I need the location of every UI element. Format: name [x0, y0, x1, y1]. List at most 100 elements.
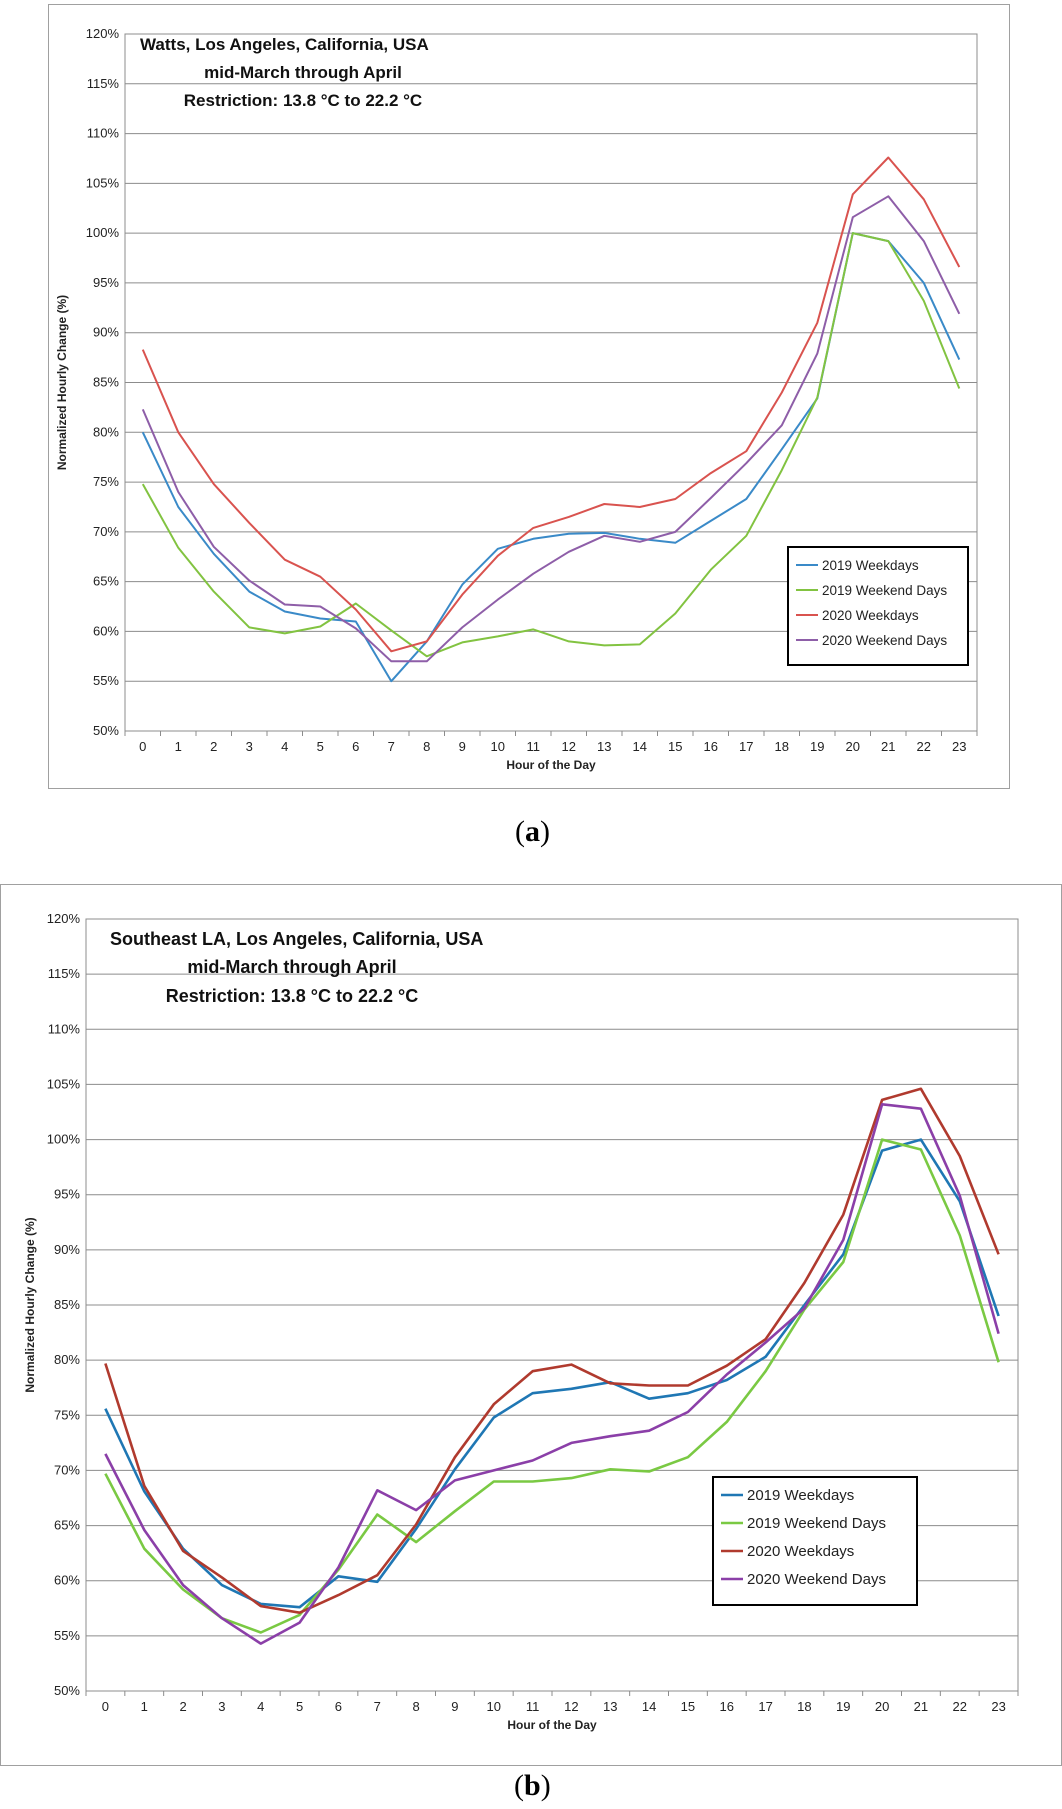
- y-tick-label: 75%: [93, 474, 119, 489]
- x-tick-label: 13: [603, 1699, 617, 1714]
- y-tick-label: 80%: [93, 424, 119, 439]
- annotation-line: Watts, Los Angeles, California, USA: [140, 35, 429, 54]
- annotation-line: Restriction: 13.8 °C to 22.2 °C: [166, 986, 418, 1006]
- y-tick-label: 115%: [48, 966, 81, 981]
- x-tick-label: 0: [139, 739, 146, 754]
- x-tick-label: 13: [597, 739, 611, 754]
- x-tick-label: 14: [633, 739, 647, 754]
- x-tick-label: 16: [704, 739, 718, 754]
- x-axis-label: Hour of the Day: [506, 758, 596, 772]
- x-tick-label: 22: [917, 739, 931, 754]
- x-tick-label: 18: [797, 1699, 811, 1714]
- x-tick-label: 19: [836, 1699, 850, 1714]
- x-tick-label: 17: [758, 1699, 772, 1714]
- panel-label-a: (a): [515, 815, 550, 848]
- series-line-2020-weekdays: [104, 1087, 1000, 1614]
- x-tick-label: 2: [179, 1699, 186, 1714]
- legend-entry: 2020 Weekdays: [747, 1543, 854, 1560]
- series-line-2020-weekdays: [141, 156, 961, 653]
- x-tick-label: 23: [991, 1699, 1005, 1714]
- legend-entry: 2020 Weekend Days: [747, 1571, 886, 1588]
- y-tick-label: 120%: [47, 911, 81, 926]
- x-tick-label: 5: [296, 1699, 303, 1714]
- x-tick-label: 10: [487, 1699, 501, 1714]
- y-tick-label: 105%: [86, 175, 120, 190]
- x-tick-label: 20: [875, 1699, 889, 1714]
- x-tick-label: 17: [739, 739, 753, 754]
- y-tick-label: 110%: [87, 126, 120, 141]
- x-tick-label: 7: [374, 1699, 381, 1714]
- y-tick-label: 70%: [54, 1462, 80, 1477]
- annotation-line: Restriction: 13.8 °C to 22.2 °C: [184, 91, 422, 110]
- annotation-line: Southeast LA, Los Angeles, California, U…: [110, 929, 483, 949]
- y-tick-label: 90%: [54, 1242, 80, 1257]
- legend-box: [712, 1476, 918, 1606]
- legend: 2019 Weekdays 2019 Weekend Days 2020 Weekd…: [787, 546, 969, 666]
- chart-a: 50%55%60%65%70%75%80%85%90%95%100%105%11…: [48, 4, 1010, 789]
- y-tick-label: 110%: [48, 1021, 81, 1036]
- x-tick-label: 22: [953, 1699, 967, 1714]
- y-tick-label: 105%: [47, 1076, 81, 1091]
- x-tick-label: 1: [141, 1699, 148, 1714]
- x-tick-label: 21: [914, 1699, 928, 1714]
- y-tick-label: 95%: [93, 275, 119, 290]
- y-axis-label: Normalized Hourly Change (%): [55, 295, 69, 470]
- x-tick-label: 23: [952, 739, 966, 754]
- x-tick-label: 20: [846, 739, 860, 754]
- y-tick-label: 115%: [87, 76, 120, 91]
- x-tick-label: 9: [451, 1699, 458, 1714]
- y-tick-label: 95%: [54, 1187, 80, 1202]
- x-tick-label: 19: [810, 739, 824, 754]
- x-tick-label: 11: [526, 1699, 540, 1714]
- y-tick-label: 85%: [93, 375, 119, 390]
- y-tick-label: 60%: [54, 1573, 80, 1588]
- x-tick-label: 4: [281, 739, 288, 754]
- legend-entry: 2019 Weekdays: [822, 558, 919, 573]
- x-tick-label: 3: [246, 739, 253, 754]
- legend-entry: 2019 Weekdays: [747, 1487, 854, 1504]
- y-tick-label: 50%: [93, 723, 119, 738]
- y-tick-label: 65%: [54, 1518, 80, 1533]
- x-tick-label: 12: [562, 739, 576, 754]
- y-tick-label: 90%: [93, 325, 119, 340]
- x-tick-label: 14: [642, 1699, 656, 1714]
- x-tick-label: 16: [720, 1699, 734, 1714]
- chart-b: 50%55%60%65%70%75%80%85%90%95%100%105%11…: [0, 884, 1062, 1766]
- x-tick-label: 18: [775, 739, 789, 754]
- x-tick-label: 21: [881, 739, 895, 754]
- x-axis-label: Hour of the Day: [507, 1718, 597, 1732]
- x-tick-label: 5: [317, 739, 324, 754]
- legend-entry: 2019 Weekend Days: [747, 1515, 886, 1532]
- y-tick-label: 120%: [86, 26, 120, 41]
- x-tick-label: 1: [175, 739, 182, 754]
- legend-box: [787, 546, 969, 666]
- y-tick-label: 60%: [93, 623, 119, 638]
- chart-frame: [48, 4, 1010, 789]
- x-tick-label: 10: [491, 739, 505, 754]
- panel-label-b: (b): [514, 1769, 551, 1802]
- y-tick-label: 70%: [93, 524, 119, 539]
- series-line-2019-weekend-days: [141, 232, 961, 658]
- x-tick-label: 4: [257, 1699, 264, 1714]
- series-line-2020-weekend-days: [141, 195, 961, 663]
- x-tick-label: 6: [335, 1699, 342, 1714]
- y-tick-label: 75%: [54, 1407, 80, 1422]
- chart-frame: [0, 884, 1062, 1766]
- y-tick-label: 100%: [47, 1132, 81, 1147]
- x-tick-label: 8: [412, 1699, 419, 1714]
- y-tick-label: 50%: [54, 1683, 80, 1698]
- x-tick-label: 8: [423, 739, 430, 754]
- x-tick-label: 9: [459, 739, 466, 754]
- series-line-2020-weekend-days: [104, 1103, 1000, 1645]
- legend-entry: 2020 Weekend Days: [822, 633, 947, 648]
- annotation-line: mid-March through April: [187, 957, 396, 977]
- y-tick-label: 55%: [93, 673, 119, 688]
- y-tick-label: 85%: [54, 1297, 80, 1312]
- x-tick-label: 6: [352, 739, 359, 754]
- x-tick-label: 15: [681, 1699, 695, 1714]
- y-tick-label: 100%: [86, 225, 120, 240]
- x-tick-label: 15: [668, 739, 682, 754]
- x-tick-label: 7: [388, 739, 395, 754]
- legend-entry: 2020 Weekdays: [822, 608, 919, 623]
